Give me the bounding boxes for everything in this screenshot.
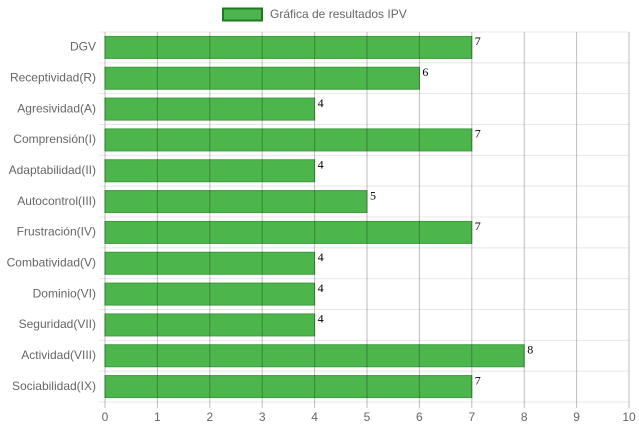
y-tick-label: Receptividad(R) (10, 70, 96, 84)
x-tick-label: 6 (416, 410, 423, 424)
data-label: 7 (475, 219, 481, 233)
data-label: 7 (475, 127, 481, 141)
x-tick-label: 9 (573, 410, 580, 424)
bar (104, 282, 316, 306)
y-tick-label: Seguridad(VII) (19, 317, 96, 331)
bar (104, 313, 316, 337)
x-tick-label: 3 (259, 410, 266, 424)
data-label: 4 (318, 96, 324, 110)
bar (104, 190, 368, 214)
data-label: 4 (318, 312, 324, 326)
data-label: 7 (475, 34, 481, 48)
x-tick-label: 0 (102, 410, 109, 424)
data-label: 4 (318, 158, 324, 172)
y-tick-label: Sociabilidad(IX) (12, 379, 96, 393)
y-tick-label: Dominio(VI) (33, 286, 96, 300)
x-tick-label: 10 (622, 410, 636, 424)
y-tick-label: DGV (70, 40, 96, 54)
bar (104, 128, 473, 152)
bar (104, 159, 316, 183)
x-tick-label: 7 (468, 410, 475, 424)
bar (104, 66, 420, 90)
y-tick-label: Adaptabilidad(II) (9, 163, 96, 177)
bar (104, 220, 473, 244)
x-tick-label: 8 (521, 410, 528, 424)
bar (104, 35, 473, 59)
data-label: 6 (422, 65, 428, 79)
y-tick-label: Frustración(IV) (17, 225, 96, 239)
bar (104, 251, 316, 275)
data-label: 5 (370, 188, 376, 202)
bar (104, 97, 316, 121)
data-label: 4 (318, 281, 324, 295)
y-tick-label: Comprensión(I) (13, 132, 96, 146)
data-label: 7 (475, 373, 481, 387)
legend-label: Gráfica de resultados IPV (270, 7, 407, 21)
data-label: 8 (527, 343, 533, 357)
x-tick-label: 1 (154, 410, 161, 424)
legend-swatch (222, 7, 263, 22)
y-tick-label: Autocontrol(III) (17, 194, 96, 208)
x-tick-label: 4 (311, 410, 318, 424)
y-tick-label: Combatividad(V) (7, 255, 96, 269)
bar (104, 375, 473, 399)
x-tick-label: 2 (206, 410, 213, 424)
y-tick-label: Agresividad(A) (17, 101, 96, 115)
bar (104, 344, 525, 368)
x-tick-label: 5 (364, 410, 371, 424)
y-tick-label: Actividad(VIII) (21, 348, 96, 362)
data-label: 4 (318, 250, 324, 264)
